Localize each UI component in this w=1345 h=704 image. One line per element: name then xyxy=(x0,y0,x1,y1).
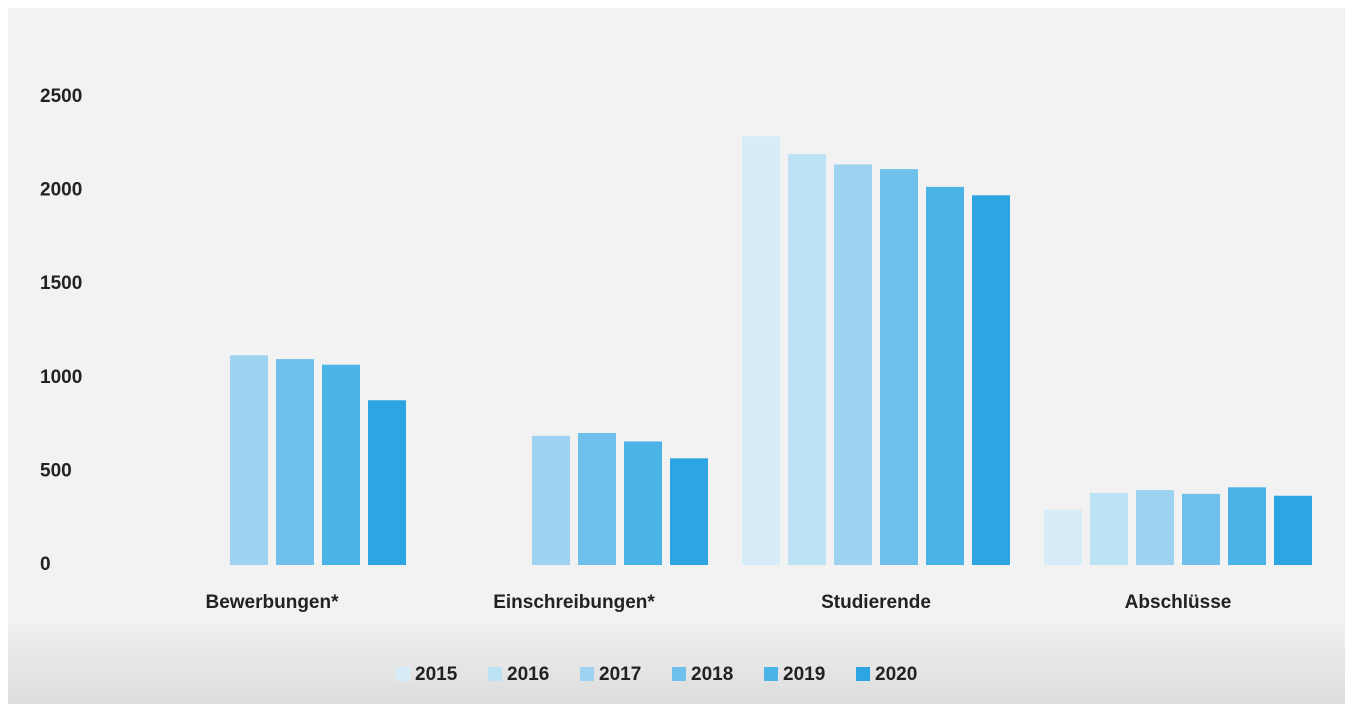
bar xyxy=(972,195,1010,565)
bar xyxy=(1044,509,1082,565)
y-tick-label: 2500 xyxy=(40,86,82,107)
legend-background xyxy=(8,624,1345,704)
legend-swatch xyxy=(488,667,502,681)
legend-label: 2017 xyxy=(599,664,641,685)
legend-swatch xyxy=(580,667,594,681)
bar xyxy=(1090,492,1128,565)
bar xyxy=(276,359,314,565)
bar xyxy=(368,400,406,565)
bar xyxy=(926,186,964,565)
x-tick-label: Bewerbungen* xyxy=(205,592,339,613)
bar xyxy=(578,433,616,565)
bar xyxy=(742,136,780,565)
bar xyxy=(624,441,662,565)
legend-label: 2018 xyxy=(691,664,733,685)
x-tick-label: Abschlüsse xyxy=(1125,592,1232,613)
x-tick-label: Einschreibungen* xyxy=(493,592,655,613)
legend-label: 2015 xyxy=(415,664,458,685)
legend-label: 2020 xyxy=(875,664,917,685)
y-tick-label: 2000 xyxy=(40,180,82,201)
legend-swatch xyxy=(856,667,870,681)
bar xyxy=(322,364,360,565)
legend-swatch xyxy=(672,667,686,681)
y-tick-label: 1000 xyxy=(40,367,82,388)
legend-swatch xyxy=(396,667,410,681)
bar xyxy=(532,435,570,565)
bar xyxy=(670,458,708,565)
legend-label: 2016 xyxy=(507,664,549,685)
bar xyxy=(1274,495,1312,565)
y-tick-label: 0 xyxy=(40,554,51,575)
bar xyxy=(834,164,872,565)
legend-swatch xyxy=(764,667,778,681)
bar xyxy=(1136,490,1174,565)
bar xyxy=(1182,493,1220,565)
bar xyxy=(230,355,268,565)
x-tick-label: Studierende xyxy=(821,592,931,613)
y-tick-label: 1500 xyxy=(40,273,82,294)
bar xyxy=(880,169,918,565)
bar xyxy=(1228,487,1266,565)
bar xyxy=(788,154,826,565)
legend-label: 2019 xyxy=(783,664,825,685)
y-tick-label: 500 xyxy=(40,460,72,481)
